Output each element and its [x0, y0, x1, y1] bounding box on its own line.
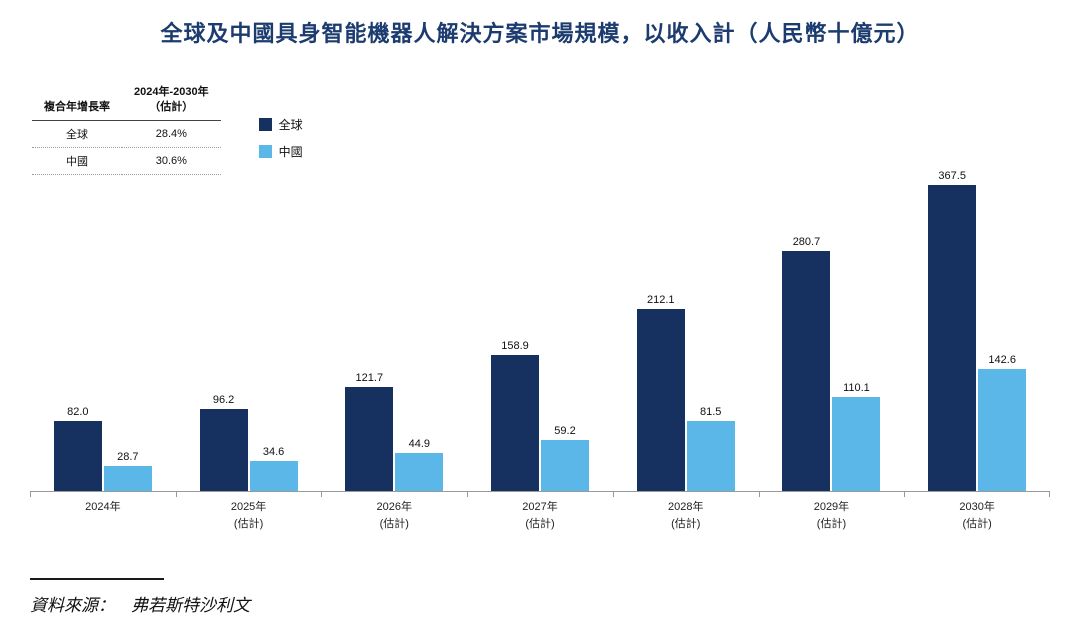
- bar-group-2: 96.2 34.6: [176, 170, 322, 491]
- cagr-row-global: 全球 28.4%: [32, 120, 221, 148]
- chart-info-row: 複合年增長率 2024年-2030年 （估計） 全球 28.4% 中國 30.6…: [32, 82, 303, 175]
- bar-wrap: 28.7: [103, 170, 152, 491]
- chart-title: 全球及中國具身智能機器人解決方案市場規模，以收入計（人民幣十億元）: [160, 21, 920, 46]
- legend-swatch-global: [258, 118, 272, 131]
- bar-wrap: 81.5: [686, 170, 735, 491]
- cagr-row-china-label: 中國: [66, 155, 88, 168]
- bar-wrap: 121.7: [345, 170, 394, 491]
- bar-中國: [395, 452, 444, 491]
- source-divider: [30, 578, 164, 580]
- bar-wrap: 280.7: [782, 170, 831, 491]
- legend-label-china: 中國: [278, 145, 303, 159]
- bar-chart: 82.0 28.7 96.2 34.6 121.7 44.9 158.9 59.2 212.1 8…: [30, 170, 1050, 532]
- bar-value-label: 280.7: [792, 235, 821, 248]
- bar-value-label: 110.1: [843, 381, 870, 394]
- source-text: 資料來源： 弗若斯特沙利文: [30, 591, 250, 616]
- bar-wrap: 44.9: [395, 170, 444, 491]
- bar-value-label: 96.2: [212, 393, 235, 406]
- bar-group-3: 121.7 44.9: [321, 170, 467, 491]
- cagr-row-global-label: 全球: [66, 128, 88, 141]
- bar-全球: [491, 354, 540, 491]
- chart-legend: 全球 中國: [258, 116, 303, 160]
- bar-wrap: 34.6: [249, 170, 298, 491]
- bar-group-5: 212.1 81.5: [613, 170, 759, 491]
- x-axis-label: 2030年 (估計): [904, 492, 1050, 532]
- bar-group-7: 367.5 142.6: [904, 170, 1050, 491]
- bar-value-label: 81.5: [700, 406, 722, 419]
- x-axis-label: 2027年 (估計): [467, 492, 613, 532]
- bar-group-1: 82.0 28.7: [30, 170, 176, 491]
- source-label: 資料來源：: [30, 596, 115, 615]
- bar-中國: [832, 396, 881, 491]
- bar-中國: [541, 440, 590, 491]
- bar-wrap: 367.5: [928, 170, 977, 491]
- bar-wrap: 96.2: [199, 170, 248, 491]
- source-note: 資料來源： 弗若斯特沙利文: [30, 578, 250, 616]
- x-axis-label: 2026年 (估計): [321, 492, 467, 532]
- bar-group-4: 158.9 59.2: [467, 170, 613, 491]
- bar-value-label: 59.2: [554, 425, 576, 438]
- bar-中國: [978, 368, 1027, 491]
- bar-value-label: 142.6: [988, 353, 1016, 366]
- bar-全球: [53, 420, 102, 491]
- bar-value-label: 44.9: [408, 437, 430, 450]
- bar-value-label: 158.9: [501, 339, 529, 352]
- bar-value-label: 28.7: [117, 451, 139, 464]
- bar-wrap: 82.0: [53, 170, 102, 491]
- legend-item-global: 全球: [258, 116, 303, 133]
- bar-value-label: 121.7: [355, 371, 384, 384]
- bar-中國: [249, 461, 298, 491]
- cagr-row-global-value: 28.4%: [155, 127, 187, 140]
- x-axis-labels: 2024年 2025年 (估計) 2026年 (估計) 2027年 (估計) 2028年…: [30, 492, 1050, 532]
- bar-全球: [928, 185, 977, 491]
- bar-value-label: 82.0: [67, 405, 89, 418]
- bar-wrap: 212.1: [636, 170, 685, 491]
- x-axis-label: 2028年 (估計): [612, 492, 759, 532]
- legend-item-china: 中國: [258, 143, 303, 160]
- plot-area: 82.0 28.7 96.2 34.6 121.7 44.9 158.9 59.2 212.1 8…: [30, 170, 1050, 492]
- bar-中國: [686, 421, 735, 491]
- bar-全球: [636, 309, 685, 491]
- bar-全球: [345, 386, 394, 491]
- x-axis-label: 2024年: [30, 492, 176, 532]
- cagr-row-china: 中國 30.6%: [32, 147, 221, 175]
- legend-label-global: 全球: [278, 118, 303, 132]
- x-axis-label: 2025年 (估計): [175, 492, 322, 532]
- cagr-header-period: 2024年-2030年 （估計）: [122, 82, 221, 121]
- cagr-row-china-value: 30.6%: [155, 154, 187, 167]
- legend-swatch-china: [258, 145, 272, 158]
- bar-wrap: 142.6: [978, 170, 1027, 491]
- bar-全球: [782, 250, 831, 491]
- bar-wrap: 158.9: [491, 170, 540, 491]
- cagr-header-metric: 複合年增長率: [32, 82, 122, 121]
- bar-全球: [199, 408, 248, 491]
- bar-wrap: 59.2: [541, 170, 590, 491]
- cagr-table: 複合年增長率 2024年-2030年 （估計） 全球 28.4% 中國 30.6…: [32, 82, 221, 175]
- bar-value-label: 367.5: [938, 170, 966, 182]
- bar-group-6: 280.7 110.1: [759, 170, 905, 491]
- bar-wrap: 110.1: [832, 170, 881, 491]
- source-name: 弗若斯特沙利文: [131, 596, 250, 615]
- bar-中國: [103, 466, 152, 491]
- bar-value-label: 212.1: [646, 294, 675, 307]
- x-axis-label: 2029年 (估計): [758, 492, 905, 532]
- bar-value-label: 34.6: [262, 446, 285, 459]
